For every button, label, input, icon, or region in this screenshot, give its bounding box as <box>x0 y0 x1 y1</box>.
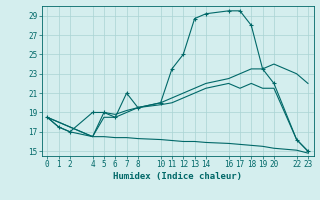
X-axis label: Humidex (Indice chaleur): Humidex (Indice chaleur) <box>113 172 242 181</box>
